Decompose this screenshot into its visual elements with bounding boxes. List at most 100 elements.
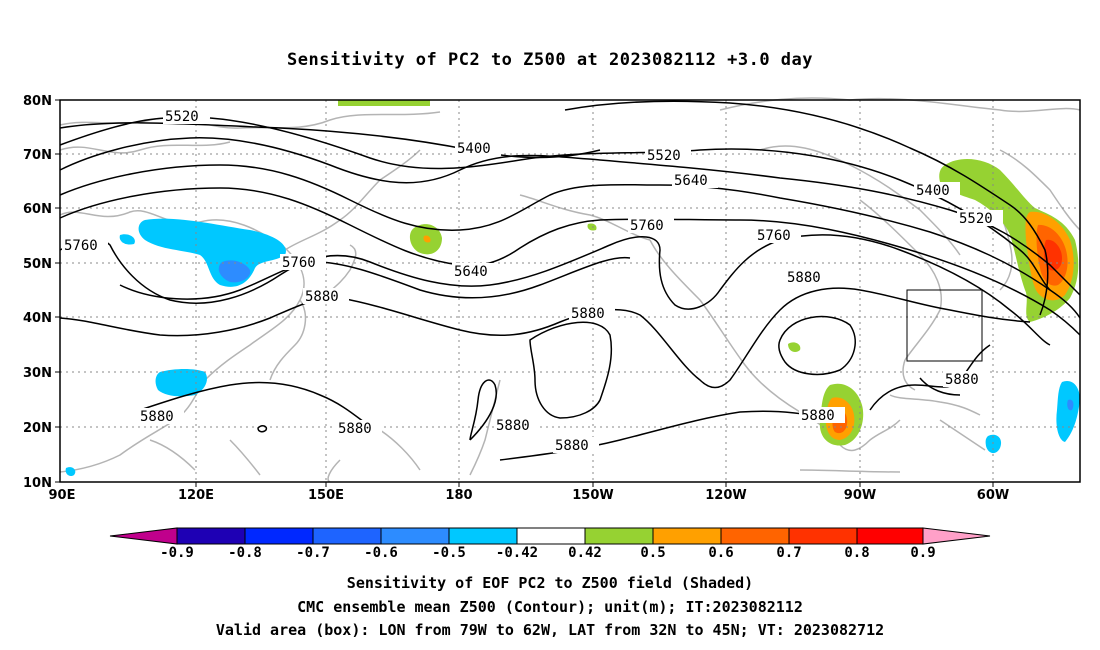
lat-label: 80N: [23, 94, 52, 109]
shading-green-north: [338, 100, 430, 106]
shading-cyan-northwest: [138, 218, 286, 287]
contour-label: 5520: [647, 148, 681, 164]
contour-label: 5880: [140, 409, 174, 425]
contour-5760-b: [119, 256, 631, 300]
lon-label: 120E: [178, 488, 214, 503]
contour-5880-a: [59, 287, 1031, 389]
colorbar-label: -0.5: [432, 545, 466, 561]
shading-blue-east: [1067, 399, 1074, 411]
colorbar-segment: [380, 527, 450, 545]
shading-cyan-west-small: [119, 234, 135, 245]
colorbar-segment: [448, 527, 518, 545]
contour-label: 5880: [945, 372, 979, 388]
colorbar-label: -0.8: [228, 545, 262, 561]
lon-label: 120W: [705, 488, 746, 503]
lat-label: 20N: [23, 421, 52, 436]
colorbar-segment: [720, 527, 790, 545]
colorbar-label: 0.8: [844, 545, 869, 561]
contour-label: 5880: [571, 306, 605, 322]
grid-lines: [60, 100, 1080, 482]
lon-label: 150E: [308, 488, 344, 503]
z500-contours: [59, 100, 1081, 461]
contour-5880-g: [869, 344, 991, 411]
contour-5400-west: [59, 122, 601, 159]
colorbar-segment: [856, 527, 924, 545]
footer-line-valid-area: Valid area (box): LON from 79W to 62W, L…: [215, 621, 885, 639]
colorbar-right-triangle: [922, 527, 991, 545]
colorbar-label: 0.42: [568, 545, 602, 561]
contour-5880-e: [469, 379, 497, 441]
lat-label: 50N: [23, 257, 52, 272]
contour-label: 5880: [338, 421, 372, 437]
contour-label: 5760: [757, 228, 791, 244]
shading-green-tiny: [587, 223, 597, 231]
lon-ticks: [195, 482, 994, 487]
contour-5640-b: [59, 187, 1081, 336]
colorbar-label: -0.6: [364, 545, 398, 561]
colorbar-segment: [244, 527, 314, 545]
contour-5880-c: [778, 315, 856, 376]
colorbar-segment: [788, 527, 858, 545]
lon-labels: 90E 120E 150E 180 150W 120W 90W 60W: [49, 488, 1010, 503]
colorbar: [109, 527, 991, 545]
contour-label: 5520: [165, 109, 199, 125]
contour-label: 5760: [64, 238, 98, 254]
colorbar-left-triangle: [109, 527, 178, 545]
shading-cyan-bottomleft: [65, 467, 76, 477]
contour-label: 5400: [916, 183, 950, 199]
contour-label: 5760: [630, 218, 664, 234]
footer-line-contour: CMC ensemble mean Z500 (Contour); unit(m…: [297, 598, 803, 616]
colorbar-label: -0.9: [160, 545, 194, 561]
lat-labels: 80N 70N 60N 50N 40N 30N 20N 10N: [23, 94, 52, 491]
colorbar-segment: [176, 527, 246, 545]
lat-ticks: [55, 99, 60, 483]
contour-label: 5760: [282, 255, 316, 271]
shading-orange-center-north: [423, 235, 431, 243]
lat-label: 10N: [23, 476, 52, 491]
colorbar-label: -0.7: [296, 545, 330, 561]
footer-line-shading: Sensitivity of EOF PC2 to Z500 field (Sh…: [346, 574, 754, 592]
lon-label: 90W: [844, 488, 876, 503]
contour-5880-d: [139, 381, 376, 431]
lon-label: 150W: [572, 488, 613, 503]
map-frame: [59, 99, 1081, 483]
colorbar-label: 0.5: [640, 545, 665, 561]
lon-label: 180: [445, 488, 472, 503]
lat-label: 70N: [23, 148, 52, 163]
colorbar-segment: [652, 527, 722, 545]
lat-label: 30N: [23, 366, 52, 381]
contour-5880-f: [499, 410, 811, 461]
contour-label: 5400: [457, 141, 491, 157]
contour-label: 5880: [496, 418, 530, 434]
shading-cyan-east: [1056, 380, 1080, 442]
contour-label: 5880: [801, 408, 835, 424]
colorbar-labels: -0.9 -0.8 -0.7 -0.6 -0.5 -0.42 0.42 0.5 …: [160, 545, 936, 561]
contour-5880-h: [257, 377, 961, 433]
colorbar-label: -0.42: [496, 545, 538, 561]
shading-cyan-southwest: [155, 369, 207, 397]
contour-5880-b: [529, 321, 613, 419]
shading-blue-northwest: [218, 260, 251, 283]
colorbar-segment: [516, 527, 586, 545]
contour-label: 5520: [959, 211, 993, 227]
valid-area-box: [906, 289, 983, 362]
contour-label: 5880: [787, 270, 821, 286]
shading-green-eastpacific: [788, 342, 801, 352]
contour-label: 5640: [674, 173, 708, 189]
contour-5400: [564, 100, 1049, 316]
lon-label: 60W: [977, 488, 1009, 503]
lat-label: 60N: [23, 202, 52, 217]
colorbar-segment: [584, 527, 654, 545]
lon-label: 90E: [49, 488, 76, 503]
colorbar-label: 0.7: [776, 545, 801, 561]
colorbar-segment: [312, 527, 382, 545]
map-title: Sensitivity of PC2 to Z500 at 2023082112…: [286, 50, 813, 70]
contour-5640-a: [59, 164, 1081, 319]
contour-label: 5880: [305, 289, 339, 305]
contour-label: 5880: [555, 438, 589, 454]
colorbar-label: 0.9: [910, 545, 935, 561]
contour-5760-a: [59, 234, 1051, 346]
lat-label: 40N: [23, 311, 52, 326]
colorbar-label: 0.6: [708, 545, 733, 561]
